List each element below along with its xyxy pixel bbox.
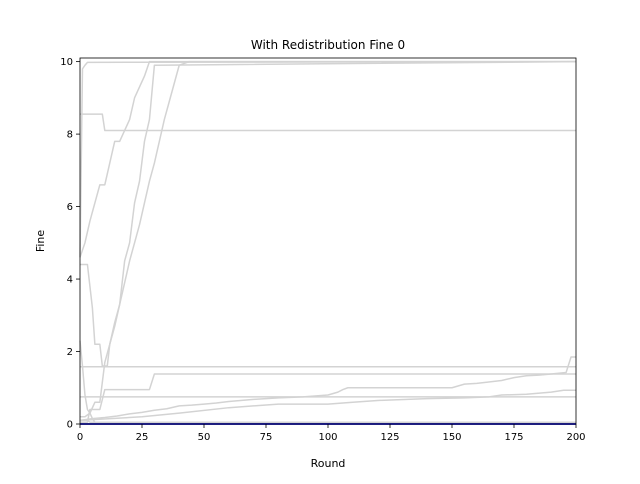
x-tick-label: 125 bbox=[380, 432, 399, 443]
x-tick-label: 75 bbox=[260, 432, 273, 443]
x-tick-label: 150 bbox=[442, 432, 461, 443]
series-line-11 bbox=[80, 419, 576, 423]
series-line-8 bbox=[79, 356, 576, 422]
x-tick-label: 0 bbox=[77, 432, 83, 443]
series-line-3 bbox=[79, 60, 576, 258]
y-tick-label: 0 bbox=[67, 420, 73, 431]
y-tick-label: 2 bbox=[67, 347, 73, 358]
x-axis: 0 25 50 75 100 125 150 175 200 bbox=[77, 424, 586, 443]
y-tick-label: 8 bbox=[67, 130, 73, 141]
y-axis-label: Fine bbox=[34, 230, 47, 253]
x-axis-label: Round bbox=[311, 457, 346, 470]
x-tick-label: 100 bbox=[318, 432, 337, 443]
y-tick-label: 10 bbox=[60, 57, 73, 68]
x-tick-label: 25 bbox=[136, 432, 149, 443]
chart-title: With Redistribution Fine 0 bbox=[251, 38, 405, 52]
series-line-2 bbox=[80, 60, 576, 418]
y-tick-label: 6 bbox=[67, 202, 73, 213]
series-line-4 bbox=[80, 113, 576, 132]
series-line-9 bbox=[79, 389, 576, 422]
x-tick-label: 50 bbox=[198, 432, 211, 443]
y-tick-label: 4 bbox=[67, 275, 73, 286]
y-axis: 0 2 4 6 8 10 bbox=[60, 57, 80, 431]
x-tick-label: 200 bbox=[566, 432, 585, 443]
x-tick-label: 175 bbox=[504, 432, 523, 443]
